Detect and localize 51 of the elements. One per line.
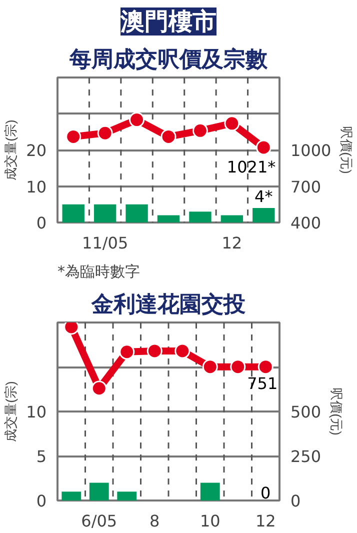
y-tick-label: 0 (36, 492, 47, 510)
point (129, 112, 145, 128)
y2-tick-label: 700 (290, 177, 322, 196)
point (119, 344, 135, 360)
chart-title: 金利達花園交投 (90, 292, 246, 318)
y2-tick-label: 1000 (290, 141, 332, 160)
point (160, 128, 176, 144)
x-tick-label: 12 (222, 234, 242, 252)
bar (252, 208, 275, 222)
y2-tick-label: 500 (290, 402, 322, 422)
bar (189, 212, 212, 222)
y-tick-label: 10 (26, 402, 46, 422)
y-axis-title: 成交量(宗) (3, 381, 18, 442)
point (66, 128, 82, 144)
bar (94, 204, 116, 222)
bar (157, 215, 180, 222)
y2-tick-label: 400 (290, 214, 322, 232)
point (258, 359, 274, 375)
bar (126, 204, 148, 222)
point (146, 343, 162, 359)
y2-axis-title: 呎價(元) (329, 388, 344, 436)
chart-subtitle: 每周成交呎價及宗數 (68, 46, 268, 72)
x-tick-label: 10 (200, 512, 220, 530)
y2-tick-label: 250 (290, 447, 322, 466)
x-tick-label: 12 (255, 512, 276, 530)
data-label: 0 (260, 484, 271, 502)
point (174, 343, 190, 359)
y-axis-title: 成交量(宗) (3, 120, 18, 180)
y2-tick-label: 0 (290, 492, 301, 510)
x-tick-label: 11/05 (82, 234, 128, 252)
data-label: 4* (254, 187, 273, 206)
data-label: 751 (247, 374, 278, 393)
text: *為臨時數字 (58, 262, 140, 280)
point (192, 122, 208, 138)
y-tick-label: 0 (36, 214, 47, 232)
point (256, 140, 272, 156)
point (91, 380, 107, 396)
point (202, 359, 218, 375)
x-tick-label: 6/05 (81, 512, 118, 530)
x-tick-label: 8 (150, 512, 160, 530)
y-tick-label: 20 (26, 141, 46, 160)
point (224, 116, 240, 132)
y2-axis-title: 呎價(元) (339, 126, 354, 174)
point (230, 359, 246, 375)
bar (220, 215, 244, 222)
bar (62, 204, 84, 222)
chart-title: 澳門樓市 (120, 8, 216, 36)
data-label: 1021* (226, 157, 276, 176)
y-tick-label: 10 (26, 177, 46, 196)
point (97, 125, 113, 141)
y-tick-label: 5 (36, 447, 47, 466)
